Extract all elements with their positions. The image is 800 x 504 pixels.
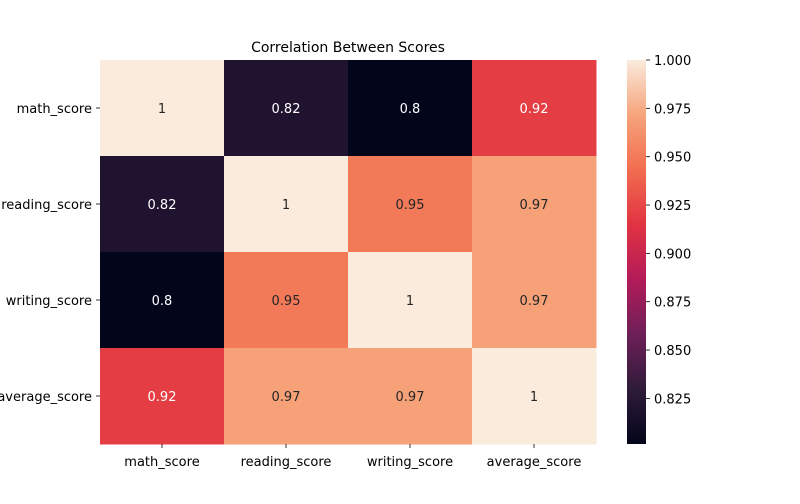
x-tick-label: average_score: [487, 455, 582, 470]
cell-annotation: 0.97: [520, 294, 549, 309]
cell-annotation: 0.95: [272, 294, 301, 309]
chart-title: Correlation Between Scores: [251, 40, 445, 56]
cell-annotation: 0.95: [396, 198, 425, 213]
y-tick-label: math_score: [17, 102, 92, 117]
heatmap-cell: [348, 60, 473, 157]
heatmap-cell: [348, 348, 473, 445]
heatmap-cell: [472, 348, 597, 445]
x-tick-label: writing_score: [367, 455, 453, 470]
heatmap-cell: [100, 252, 225, 349]
heatmap-cell: [472, 60, 597, 157]
colorbar-tick-label: 0.875: [654, 296, 691, 311]
cell-annotation: 0.92: [520, 102, 549, 117]
cell-annotation: 0.8: [152, 294, 173, 309]
heatmap-cell: [472, 156, 597, 253]
heatmap-cell: [224, 156, 349, 253]
x-tick-label: reading_score: [241, 455, 332, 470]
heatmap-cell: [224, 348, 349, 445]
y-tick-label: reading_score: [1, 198, 92, 213]
heatmap-cell: [348, 156, 473, 253]
cell-annotation: 0.82: [148, 198, 177, 213]
colorbar-tick-label: 0.850: [654, 344, 691, 359]
cell-annotation: 0.92: [148, 390, 177, 405]
heatmap-cell: [224, 60, 349, 157]
heatmap-cell: [100, 60, 225, 157]
colorbar-tick-label: 1.000: [654, 54, 691, 69]
y-axis: math_score reading_score writing_scoreaver…: [0, 102, 100, 405]
cell-annotations: 1 0.82 0.8 0.92 0.82 1 0.95 0.97 0.8 0.95 1 0.97 0.9…: [148, 102, 549, 405]
cell-annotation: 0.97: [520, 198, 549, 213]
heatmap-cell: [100, 348, 225, 445]
colorbar-tick-label: 0.925: [654, 199, 691, 214]
colorbar-tick-label: 0.950: [654, 151, 691, 166]
heatmap-cell: [224, 252, 349, 349]
heatmap-cell: [348, 252, 473, 349]
cell-annotation: 0.82: [272, 102, 301, 117]
y-tick-label: writing_score: [6, 294, 92, 309]
cell-annotation: 1: [530, 390, 538, 405]
colorbar-tick-label: 0.825: [654, 392, 691, 407]
colorbar: 0.825 0.850 0.875 0.900 0.925 0.950 0.975 1.000: [627, 54, 691, 444]
cell-annotation: 1: [158, 102, 166, 117]
cell-annotation: 0.97: [396, 390, 425, 405]
heatmap-cell: [472, 252, 597, 349]
cell-annotation: 0.8: [400, 102, 421, 117]
x-axis: math_score reading_score writing_score aver…: [124, 444, 581, 470]
cell-annotation: 1: [282, 198, 290, 213]
y-tick-label: average_score: [0, 390, 92, 405]
heatmap-cells: [100, 60, 597, 445]
cell-annotation: 1: [406, 294, 414, 309]
heatmap-cell: [100, 156, 225, 253]
x-tick-label: math_score: [124, 455, 199, 470]
colorbar-gradient: [627, 60, 646, 444]
cell-annotation: 0.97: [272, 390, 301, 405]
colorbar-tick-label: 0.975: [654, 102, 691, 117]
colorbar-tick-label: 0.900: [654, 247, 691, 262]
